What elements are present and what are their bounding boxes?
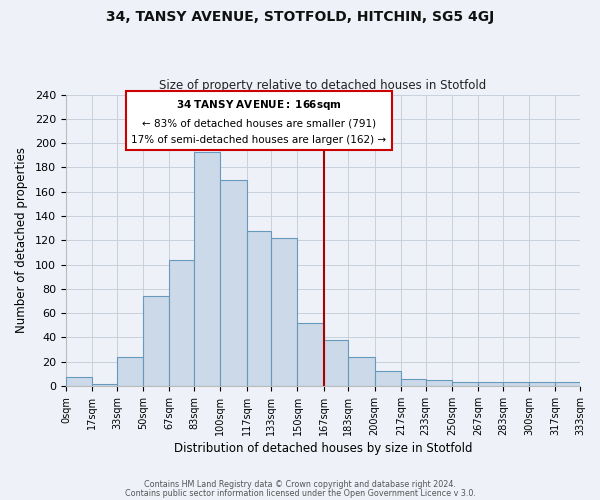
Bar — [324, 340, 349, 386]
Bar — [478, 382, 503, 386]
Bar — [271, 238, 298, 386]
Bar — [143, 296, 169, 386]
Text: 34, TANSY AVENUE, STOTFOLD, HITCHIN, SG5 4GJ: 34, TANSY AVENUE, STOTFOLD, HITCHIN, SG5… — [106, 10, 494, 24]
X-axis label: Distribution of detached houses by size in Stotfold: Distribution of detached houses by size … — [174, 442, 472, 455]
Bar — [374, 372, 401, 386]
Bar — [555, 382, 580, 386]
Bar — [503, 382, 529, 386]
Title: Size of property relative to detached houses in Stotfold: Size of property relative to detached ho… — [160, 79, 487, 92]
Bar — [117, 357, 143, 386]
Bar — [92, 384, 117, 386]
Bar — [220, 180, 247, 386]
Bar — [349, 357, 374, 386]
Text: Contains HM Land Registry data © Crown copyright and database right 2024.: Contains HM Land Registry data © Crown c… — [144, 480, 456, 489]
Bar — [194, 152, 220, 386]
Text: $\bf{34\ TANSY\ AVENUE:\ 166sqm}$
← 83% of detached houses are smaller (791)
17%: $\bf{34\ TANSY\ AVENUE:\ 166sqm}$ ← 83% … — [131, 98, 386, 145]
Bar — [247, 230, 271, 386]
Bar — [425, 380, 452, 386]
Bar — [66, 378, 92, 386]
Bar — [401, 378, 425, 386]
Bar — [452, 382, 478, 386]
Bar — [298, 323, 324, 386]
Text: Contains public sector information licensed under the Open Government Licence v : Contains public sector information licen… — [125, 490, 475, 498]
Text: 34 TANSY AVENUE: 166sqm: 34 TANSY AVENUE: 166sqm — [175, 106, 343, 116]
Bar — [529, 382, 555, 386]
Bar — [169, 260, 194, 386]
Y-axis label: Number of detached properties: Number of detached properties — [15, 148, 28, 334]
